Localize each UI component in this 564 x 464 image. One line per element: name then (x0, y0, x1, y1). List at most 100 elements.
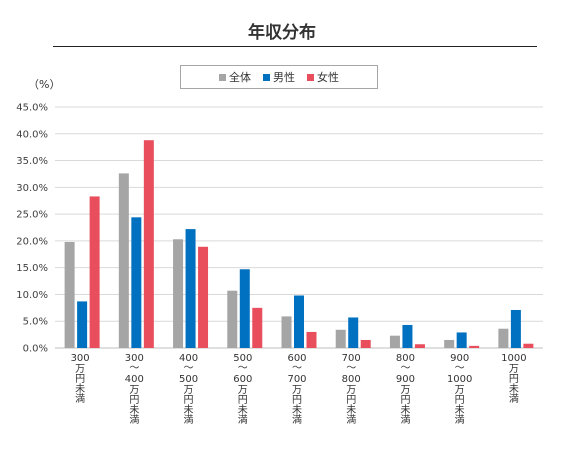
x-category-label: 300 (125, 353, 144, 364)
bar (498, 328, 509, 348)
legend-item-all: 全体 (219, 69, 251, 85)
legend-label-male: 男性 (273, 71, 295, 84)
x-category-label: 未 (400, 404, 410, 416)
x-category-label: 未 (292, 404, 302, 416)
x-category-label: 万 (75, 364, 85, 375)
bar (131, 217, 142, 348)
y-tick-label: 20.0% (16, 236, 48, 247)
x-category-label: 未 (75, 383, 85, 395)
x-category-label: 万 (509, 364, 519, 375)
bar (185, 229, 196, 348)
x-category-label: ～ (346, 363, 356, 374)
bar (89, 196, 100, 348)
chart-title: 年収分布 (248, 23, 316, 43)
bar (143, 140, 154, 348)
x-category-label: 900 (396, 374, 415, 385)
x-category-label: ～ (238, 363, 248, 374)
x-category-label: 満 (455, 414, 465, 426)
x-category-label: 万 (292, 385, 302, 396)
x-category-label: 万 (184, 385, 194, 396)
bar (335, 329, 346, 348)
legend-item-male: 男性 (263, 69, 295, 85)
x-category-label: ～ (400, 363, 410, 374)
bar (77, 301, 88, 348)
x-category-label: ～ (184, 363, 194, 374)
x-category-label: 円 (129, 395, 139, 406)
x-category-label: 円 (238, 395, 248, 406)
x-category-label: 600 (233, 374, 252, 385)
x-category-label: 満 (509, 393, 519, 405)
bar (294, 295, 304, 348)
legend: 全体 男性 女性 (180, 65, 378, 89)
x-category-label: 万 (129, 385, 139, 396)
x-category-label: 未 (238, 404, 248, 416)
bar (198, 246, 209, 348)
legend-label-female: 女性 (317, 71, 339, 84)
bar (252, 307, 263, 348)
x-category-label: 円 (75, 374, 85, 385)
x-category-label: 500 (179, 374, 198, 385)
bar (510, 309, 521, 348)
x-category-label: 900 (450, 353, 469, 364)
y-tick-label: 35.0% (16, 156, 48, 167)
x-category-label: 満 (129, 414, 139, 426)
x-category-label: 300 (71, 353, 90, 364)
bar (523, 343, 534, 348)
x-category-label: ～ (292, 363, 302, 374)
title-underline (53, 46, 537, 47)
bar (389, 335, 400, 348)
x-category-label: 未 (509, 383, 519, 395)
x-category-label: 万 (238, 385, 248, 396)
x-category-label: 満 (400, 414, 410, 426)
bar (444, 339, 455, 348)
x-category-label: 700 (342, 353, 361, 364)
y-tick-label: 10.0% (16, 290, 48, 301)
bar (239, 269, 250, 348)
y-axis-unit-label: （%） (28, 78, 61, 91)
x-category-label: 500 (233, 353, 252, 364)
x-category-label: 円 (455, 395, 465, 406)
x-category-label: 円 (292, 395, 302, 406)
bar (456, 332, 467, 348)
y-tick-label: 40.0% (16, 129, 48, 140)
x-category-label: 満 (346, 414, 356, 426)
x-category-label: 800 (396, 353, 415, 364)
x-category-label: 円 (509, 374, 519, 385)
x-category-label: 万 (455, 385, 465, 396)
y-tick-label: 25.0% (16, 210, 48, 221)
bar (64, 241, 75, 348)
y-tick-label: 5.0% (23, 317, 48, 328)
y-tick-label: 45.0% (16, 103, 48, 114)
y-tick-label: 30.0% (16, 183, 48, 194)
bar (469, 345, 480, 348)
x-category-label: 未 (184, 404, 194, 416)
x-category-label: 400 (179, 353, 198, 364)
x-category-label: 万 (400, 385, 410, 396)
x-category-label: 800 (342, 374, 361, 385)
bar (281, 316, 292, 348)
x-category-label: 未 (455, 404, 465, 416)
x-category-label: 600 (287, 353, 306, 364)
x-category-label: 未 (129, 404, 139, 416)
x-category-label: 円 (346, 395, 356, 406)
x-category-label: 700 (287, 374, 306, 385)
bar (348, 317, 359, 348)
x-category-label: 満 (292, 414, 302, 426)
y-tick-label: 0.0% (23, 344, 48, 355)
x-category-label: 万 (346, 385, 356, 396)
x-category-label: 満 (184, 414, 194, 426)
bar (402, 324, 413, 348)
legend-swatch-male (263, 73, 270, 81)
x-category-label: ～ (129, 363, 139, 374)
x-category-label: 未 (346, 404, 356, 416)
x-category-label: 円 (400, 395, 410, 406)
legend-item-female: 女性 (307, 69, 339, 85)
x-category-label: 満 (238, 414, 248, 426)
bar (306, 331, 317, 348)
x-category-label: ～ (455, 363, 465, 374)
bar (173, 239, 184, 348)
x-category-label: 1000 (447, 374, 472, 385)
x-category-label: 円 (184, 395, 194, 406)
